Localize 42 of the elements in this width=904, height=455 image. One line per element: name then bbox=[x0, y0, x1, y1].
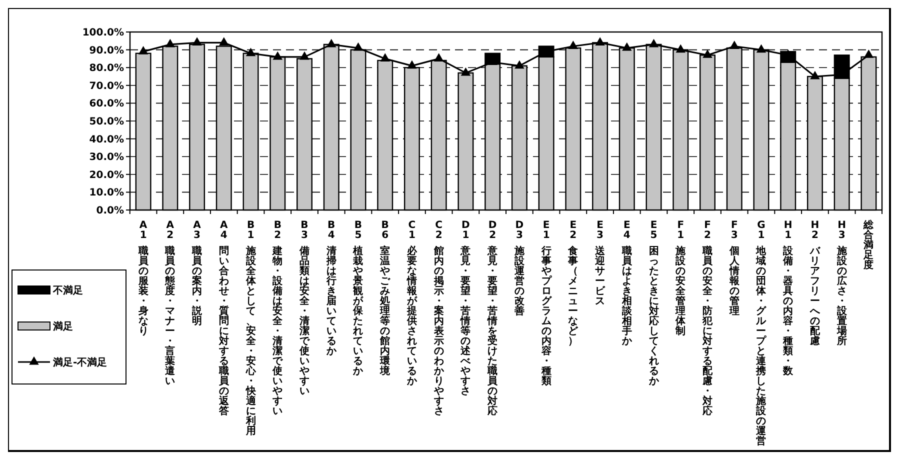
y-tick-label: 0.0% bbox=[96, 206, 124, 216]
category-label: E5 困ったときに対応してくれるか bbox=[648, 220, 659, 387]
category-label: F3 個人情報の管理 bbox=[729, 220, 740, 317]
category-label: D2 意見・要望・苦情を受けた職員の対応 bbox=[488, 220, 498, 417]
y-tick-label: 20.0% bbox=[89, 170, 124, 181]
y-tick-label: 60.0% bbox=[89, 98, 124, 110]
category-label: B4 清掃は行き届いているか bbox=[326, 220, 336, 357]
category-label: A2 職員の態度・マナー・言葉遣い bbox=[165, 220, 176, 387]
category-label: H3 施設の広さ・設置場所 bbox=[836, 220, 847, 347]
y-tick-label: 100.0% bbox=[82, 28, 124, 38]
legend-label: 満足-不満足 bbox=[52, 356, 108, 368]
category-label: B6 室温やごみ処理等の館内環境 bbox=[380, 220, 390, 377]
x-tick-label: E3 送迎サービス bbox=[594, 220, 606, 307]
category-label: D3 施設運営の改善 bbox=[514, 220, 524, 317]
y-tick-label: 40.0% bbox=[89, 134, 124, 146]
category-label: F2 職員の安全・防犯に対する配慮・対応 bbox=[702, 220, 712, 417]
category-label: A1 職員の服装・身なり bbox=[138, 220, 148, 337]
legend-label: 不満足 bbox=[52, 284, 83, 296]
y-tick-label: 10.0% bbox=[89, 188, 124, 199]
category-label: E4 職員はよき相談相手か bbox=[622, 220, 632, 347]
category-label: C1 必要な情報が提供されているか bbox=[406, 220, 417, 387]
y-tick-label: 50.0% bbox=[89, 116, 124, 128]
category-label: B2 建物・設備は安全・清潔で使いやすい bbox=[272, 220, 283, 417]
category-label: A4 問い合わせ・質問に対する職員の返答 bbox=[218, 220, 229, 417]
category-label: D1 意見・要望・苦情等の述べやすさ bbox=[460, 220, 471, 397]
category-label: H2 バリアフリーへの配慮 bbox=[810, 220, 820, 347]
y-tick-label: 90.0% bbox=[89, 45, 124, 56]
category-label: B1 施設全体として、安全・安心・快適に利用 bbox=[246, 220, 256, 437]
y-tick-label: 80.0% bbox=[89, 63, 124, 74]
category-label: B5 植栽や景観が保たれているか bbox=[353, 220, 364, 377]
legend-label: 満足 bbox=[52, 320, 73, 332]
x-tick-label: 総合満足度 bbox=[862, 219, 875, 271]
category-label: B3 備品類は安全・清潔で使いやすい bbox=[300, 220, 310, 397]
category-label: E2 食事（メニューなど） bbox=[568, 220, 578, 347]
y-tick-label: 70.0% bbox=[89, 80, 124, 92]
category-label: G1 地域の団体・グループと連携した施設の運営 bbox=[756, 220, 766, 447]
category-label: E1 行事やプログラムの内容・種類 bbox=[541, 220, 552, 387]
category-label: F1 施設の安全管理体制 bbox=[676, 220, 686, 337]
category-label: H1 設備・器具の内容・種類・数 bbox=[783, 220, 794, 377]
category-label: A3 職員の案内・説明 bbox=[192, 220, 202, 327]
y-tick-label: 30.0% bbox=[89, 152, 124, 164]
category-label: C2 館内の掲示・案内表示のわかりやすさ bbox=[434, 220, 444, 417]
